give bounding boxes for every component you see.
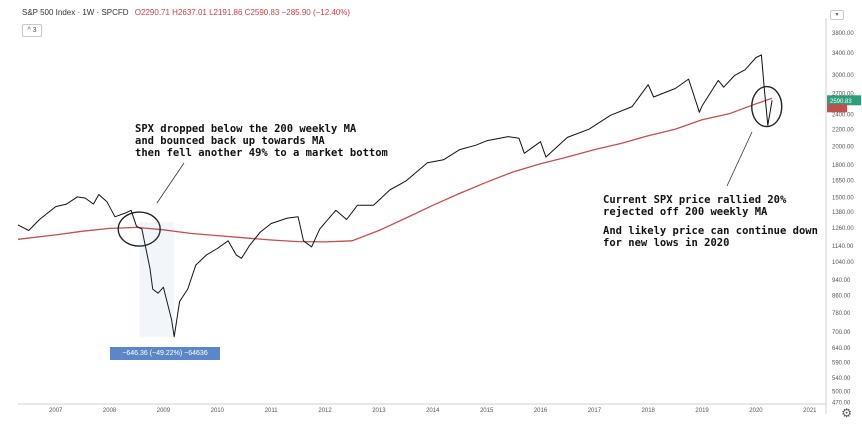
circle-2008-rejection — [117, 211, 161, 247]
y-tick-label: 3000.00 — [832, 73, 854, 79]
ohlc-readout: O2290.71 H2637.01 L2191.86 C2590.83 −285… — [134, 8, 351, 17]
x-tick-label: 2015 — [480, 408, 494, 414]
y-tick-label: 3800.00 — [832, 31, 854, 37]
current-price-tag-label: 2590.83 — [830, 99, 852, 105]
grid — [18, 18, 827, 414]
y-tick-label: 860.00 — [832, 294, 851, 300]
x-tick-label: 2014 — [426, 408, 440, 414]
y-tick-label: 540.00 — [832, 376, 851, 382]
x-tick-label: 2008 — [103, 408, 117, 414]
right-annotation-1: Current SPX price rallied 20% rejected o… — [603, 194, 787, 218]
x-tick-label: 2007 — [49, 408, 63, 414]
y-tick-label: 700.00 — [832, 330, 851, 336]
x-tick-label: 2017 — [588, 408, 602, 414]
pointer-line-right — [726, 131, 753, 187]
x-tick-label: 2021 — [803, 408, 817, 414]
current-price-tag — [827, 95, 861, 106]
left-annotation: SPX dropped below the 200 weekly MA and … — [135, 123, 388, 159]
y-tick-label: 1650.00 — [832, 179, 854, 185]
indicator-toggle-button[interactable]: ^ 3 — [22, 24, 42, 37]
circle-2020-rejection — [751, 85, 783, 128]
symbol-header: S&P 500 Index · 1W · SPCFD O2290.71 H263… — [22, 8, 350, 17]
x-tick-label: 2013 — [372, 408, 386, 414]
y-tick-label: 1500.00 — [832, 195, 854, 201]
x-tick-label: 2020 — [749, 408, 763, 414]
gear-icon[interactable]: ⚙ — [841, 406, 852, 420]
plot-lines — [17, 54, 773, 338]
y-axis: 3800.00 3400.00 3000.00 2700.00 2400.00 2200.… — [827, 31, 861, 407]
y-tick-label: 590.00 — [832, 360, 851, 366]
y-tick-label: 470.00 — [832, 401, 851, 407]
x-tick-label: 2018 — [642, 408, 656, 414]
ma-tag — [827, 104, 847, 113]
y-tick-label: 2000.00 — [832, 145, 854, 151]
y-tick-label: 2700.00 — [832, 91, 854, 97]
chevron-down-icon[interactable]: ▾ — [830, 10, 844, 20]
drop-measure-label: −646.36 (−49.22%) −64636 — [110, 347, 220, 360]
x-tick-label: 2009 — [157, 408, 171, 414]
y-tick-label: 780.00 — [832, 311, 851, 317]
x-tick-label: 2010 — [211, 408, 225, 414]
annotation-shapes — [117, 85, 783, 337]
right-annotation-2: And likely price can continue down for n… — [603, 225, 818, 249]
series-line-price — [17, 54, 773, 338]
y-tick-label: 1040.00 — [832, 260, 854, 266]
y-tick-label: 1800.00 — [832, 163, 854, 169]
symbol-line: S&P 500 Index · 1W · SPCFD — [22, 8, 129, 17]
x-tick-label: 2016 — [534, 408, 548, 414]
x-tick-label: 2011 — [265, 408, 279, 414]
y-tick-label: 1260.00 — [832, 226, 854, 232]
y-tick-label: 3400.00 — [832, 51, 854, 57]
y-tick-label: 500.00 — [832, 390, 851, 396]
y-tick-label: 1380.00 — [832, 210, 854, 216]
y-tick-label: 1140.00 — [832, 244, 854, 250]
x-axis: 2007 2008 2009 2010 2011 2012 2013 2014 2015 2016… — [49, 408, 817, 414]
y-tick-label: 2200.00 — [832, 128, 854, 134]
x-tick-label: 2019 — [695, 408, 709, 414]
y-tick-label: 2400.00 — [832, 112, 854, 118]
series-line-ma — [17, 97, 773, 243]
y-tick-label: 940.00 — [832, 278, 851, 284]
y-tick-label: 640.00 — [832, 346, 851, 352]
x-tick-label: 2012 — [318, 408, 332, 414]
drop-measure-range — [139, 222, 175, 337]
pointer-line-left — [156, 162, 185, 204]
